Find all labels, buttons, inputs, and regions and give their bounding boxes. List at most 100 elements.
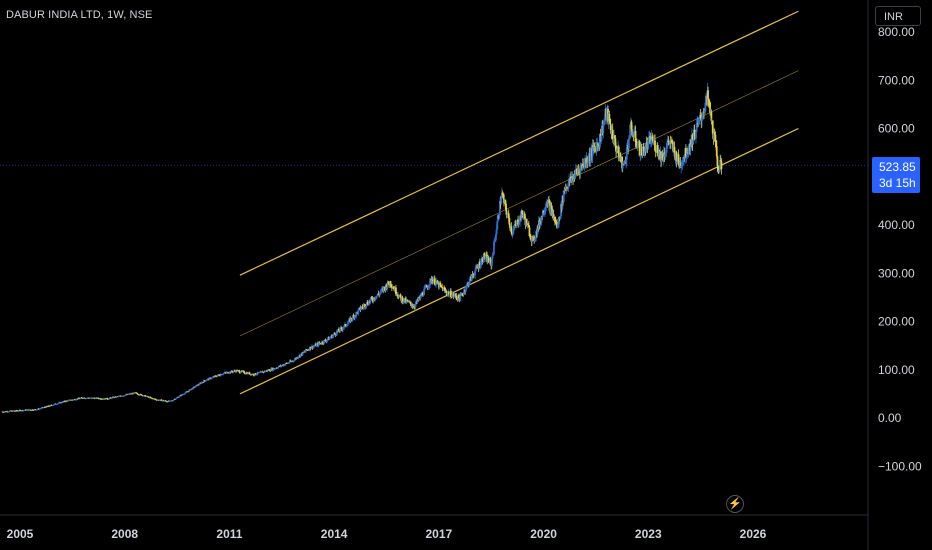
candle-body — [480, 260, 483, 266]
candle-body — [178, 395, 181, 397]
candle-body — [228, 373, 231, 374]
candle-body — [162, 400, 165, 402]
candle-body — [395, 293, 398, 296]
candle-body — [74, 399, 76, 400]
candle-body — [701, 116, 704, 118]
candle-body — [502, 194, 505, 197]
candle-body — [423, 289, 425, 296]
candle-body — [521, 213, 524, 217]
lightning-icon[interactable]: ⚡ — [726, 495, 744, 513]
candle-body — [340, 327, 343, 329]
candle-body — [208, 377, 211, 380]
candle-body — [435, 282, 438, 285]
candle-body — [320, 343, 323, 345]
candle-body — [458, 294, 460, 298]
candle-body — [216, 375, 219, 377]
candle-body — [47, 405, 50, 407]
candle-body — [503, 196, 505, 203]
candle-body — [14, 410, 17, 412]
candle-body — [36, 409, 39, 411]
candle-body — [338, 331, 341, 332]
candle-body — [608, 114, 611, 122]
candle-body — [368, 300, 370, 305]
currency-button[interactable]: INR — [875, 6, 921, 26]
candle-body — [551, 208, 554, 217]
candle-body — [531, 236, 534, 242]
candle-body — [335, 334, 338, 336]
candle-body — [600, 135, 603, 142]
candle-body — [652, 140, 655, 143]
candle-body — [155, 399, 158, 401]
candle-body — [462, 294, 464, 296]
candle-body — [517, 219, 519, 226]
candle-body — [701, 117, 703, 121]
candle-body — [586, 161, 589, 164]
candle-body — [154, 398, 156, 400]
candle-body — [389, 281, 392, 286]
candle-body — [313, 345, 316, 347]
candle-body — [379, 292, 382, 294]
candle-body — [474, 266, 477, 271]
last-price-value: 523.85 — [879, 160, 916, 174]
candle-body — [451, 294, 454, 298]
candle-body — [178, 396, 180, 398]
candle-body — [680, 165, 683, 168]
candle-body — [19, 410, 22, 412]
candle-body — [416, 298, 419, 303]
candle-body — [410, 303, 413, 307]
candle-body — [441, 286, 444, 288]
candle-body — [215, 376, 218, 378]
candle-body — [293, 359, 296, 361]
candle-body — [69, 399, 72, 401]
candle-body — [364, 304, 366, 308]
candle-body — [215, 375, 217, 377]
channel-upper-line — [239, 10, 799, 276]
candle-body — [386, 281, 389, 287]
candle-body — [544, 207, 547, 212]
symbol-title[interactable]: DABUR INDIA LTD, 1W, NSE — [6, 9, 153, 21]
candle-body — [609, 121, 611, 125]
candle-body — [459, 294, 462, 302]
candle-body — [493, 241, 496, 242]
candle-body — [665, 147, 668, 154]
candle-body — [501, 192, 504, 195]
candle-body — [647, 139, 650, 149]
candle-body — [360, 308, 362, 311]
candle-body — [194, 386, 197, 388]
candle-body — [614, 138, 617, 146]
candle-body — [521, 210, 523, 214]
candle-body — [64, 400, 66, 402]
candle-body — [336, 331, 339, 333]
candle-body — [711, 120, 714, 134]
candle-body — [328, 337, 331, 340]
candle-body — [513, 227, 515, 230]
candle-body — [397, 294, 399, 297]
candle-body — [646, 142, 648, 144]
candle-body — [329, 337, 332, 339]
candle-body — [489, 258, 492, 261]
candle-body — [682, 160, 685, 162]
candle-body — [591, 144, 594, 157]
candle-body — [713, 132, 715, 140]
candle-body — [589, 152, 592, 161]
candle-body — [565, 186, 568, 190]
candle-body — [413, 307, 416, 309]
candle-body — [106, 397, 109, 400]
candle-body — [506, 214, 509, 216]
candle-body — [602, 124, 605, 134]
candle-body — [715, 146, 718, 157]
candle-body — [61, 402, 64, 404]
candle-body — [622, 164, 625, 166]
candle-body — [417, 298, 420, 301]
candle-body — [276, 368, 279, 369]
parallel-channel[interactable] — [239, 10, 799, 395]
candle-body — [472, 274, 475, 276]
candle-body — [288, 360, 291, 363]
candle-body — [563, 191, 566, 192]
candle-body — [376, 295, 379, 297]
candle-body — [499, 201, 501, 215]
candle-body — [198, 384, 201, 386]
candle-body — [676, 161, 679, 164]
candle-body — [350, 318, 353, 320]
